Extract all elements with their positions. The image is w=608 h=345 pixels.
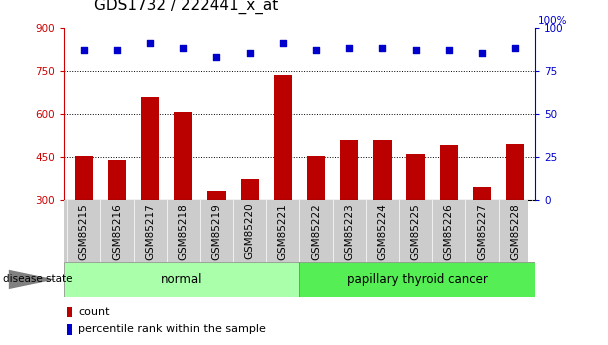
Point [112,47,122,53]
Text: GSM85219: GSM85219 [212,203,221,259]
Bar [307,156,325,200]
Text: GSM85216: GSM85216 [112,203,122,259]
Bar [274,75,292,200]
Bar [108,160,126,200]
Text: normal: normal [161,273,202,286]
Bar [373,140,392,200]
Point [311,47,321,53]
Point [178,46,188,51]
Point [145,40,155,46]
Point [79,47,89,53]
Text: GSM85217: GSM85217 [145,203,155,259]
Text: count: count [78,307,109,317]
Point [378,46,387,51]
Text: GSM85226: GSM85226 [444,203,454,259]
Point [411,47,421,53]
Text: GSM85225: GSM85225 [410,203,421,259]
Bar [141,97,159,200]
Bar [473,187,491,200]
Text: GSM85221: GSM85221 [278,203,288,259]
Text: disease state: disease state [3,275,72,284]
Text: GSM85220: GSM85220 [244,203,255,259]
Point [245,51,255,56]
Bar [67,307,72,317]
Bar [407,154,425,200]
Polygon shape [9,270,55,289]
Bar [506,144,524,200]
Text: GSM85227: GSM85227 [477,203,487,259]
Point [510,46,520,51]
Text: GSM85215: GSM85215 [79,203,89,259]
Point [477,51,487,56]
Bar [67,324,72,335]
Bar [241,178,259,200]
Bar [207,191,226,200]
Text: GSM85218: GSM85218 [178,203,188,259]
Text: GSM85222: GSM85222 [311,203,321,259]
Point [344,46,354,51]
Point [444,47,454,53]
Bar [75,156,93,200]
Bar [174,112,192,200]
Text: GDS1732 / 222441_x_at: GDS1732 / 222441_x_at [94,0,278,14]
Bar [64,262,299,297]
Text: 100%: 100% [538,16,568,26]
Text: percentile rank within the sample: percentile rank within the sample [78,325,266,334]
Text: GSM85228: GSM85228 [510,203,520,259]
Bar [299,262,535,297]
Bar [340,140,358,200]
Text: GSM85223: GSM85223 [344,203,354,259]
Point [212,54,221,60]
Text: papillary thyroid cancer: papillary thyroid cancer [347,273,488,286]
Point [278,40,288,46]
Text: GSM85224: GSM85224 [378,203,387,259]
Bar [440,146,458,200]
